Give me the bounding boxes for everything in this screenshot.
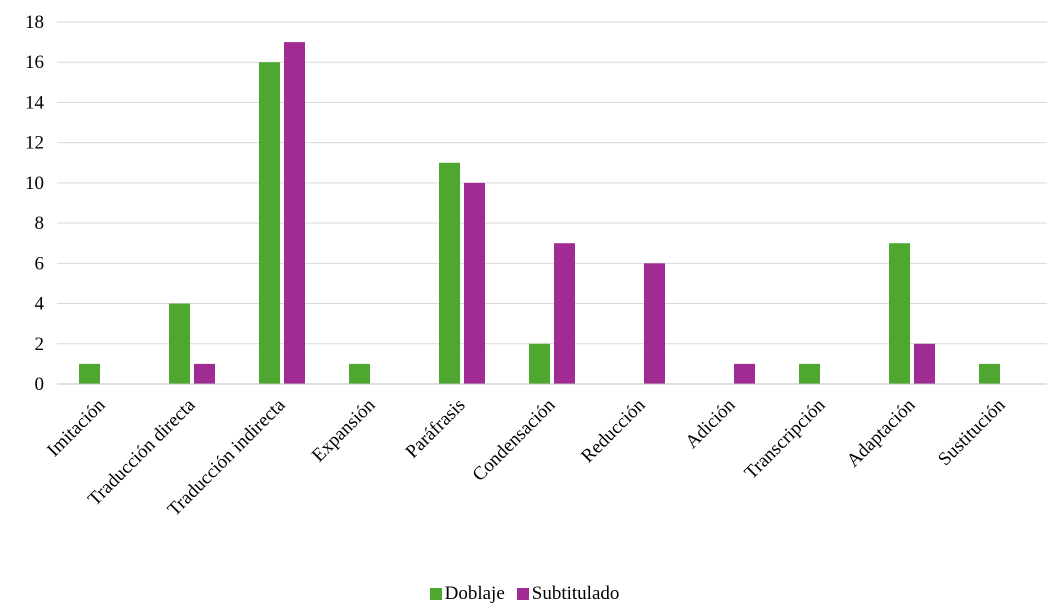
y-tick-label: 4 (35, 294, 45, 315)
y-tick-labels: 0 2 4 6 8 10 12 14 16 18 (25, 12, 45, 395)
bar-subtitulado-7 (734, 363, 755, 384)
y-tick-label: 0 (35, 374, 45, 395)
y-tick-label: 10 (25, 173, 44, 194)
legend-swatch-doblaje (429, 588, 442, 600)
x-category-label: Reducción (577, 394, 650, 467)
y-tick-label: 16 (25, 52, 44, 73)
x-category-label: Adición (681, 394, 739, 452)
bar-doblaje-2 (259, 62, 280, 384)
x-category-label: Sustitución (934, 394, 1010, 470)
x-category-label: Condensación (469, 394, 560, 485)
bar-doblaje-9 (889, 243, 910, 384)
legend: Doblaje Subtitulado (0, 583, 1049, 605)
x-category-label: Paráfrasis (402, 395, 470, 463)
x-category-label: Imitación (43, 394, 110, 461)
y-tick-label: 2 (35, 334, 45, 355)
legend-item-doblaje: Doblaje (429, 583, 505, 605)
x-category-label: Transcripción (741, 394, 830, 483)
legend-label-subtitulado: Subtitulado (531, 583, 620, 604)
bar-subtitulado-9 (914, 343, 935, 384)
bar-doblaje-1 (169, 303, 190, 384)
bar-subtitulado-1 (194, 363, 215, 384)
legend-label-doblaje: Doblaje (444, 583, 505, 604)
bar-subtitulado-5 (554, 243, 575, 384)
legend-swatch-subtitulado (516, 588, 529, 600)
y-tick-label: 8 (35, 213, 45, 234)
bars (79, 42, 1000, 384)
y-tick-label: 12 (25, 133, 44, 154)
bar-doblaje-3 (349, 363, 370, 384)
bar-subtitulado-6 (644, 263, 665, 384)
gridlines (57, 21, 1047, 345)
bar-doblaje-10 (979, 363, 1000, 384)
y-tick-label: 14 (25, 92, 45, 113)
bar-doblaje-8 (799, 363, 820, 384)
y-tick-label: 6 (35, 253, 45, 274)
bar-doblaje-4 (439, 162, 460, 384)
y-tick-label: 18 (25, 12, 44, 33)
bar-subtitulado-4 (464, 182, 485, 384)
bar-doblaje-0 (79, 363, 100, 384)
x-category-label: Adaptación (843, 394, 920, 471)
legend-item-subtitulado: Subtitulado (516, 583, 620, 605)
bar-subtitulado-2 (284, 42, 305, 384)
x-category-label: Expansión (308, 394, 380, 466)
bar-doblaje-5 (529, 343, 550, 384)
